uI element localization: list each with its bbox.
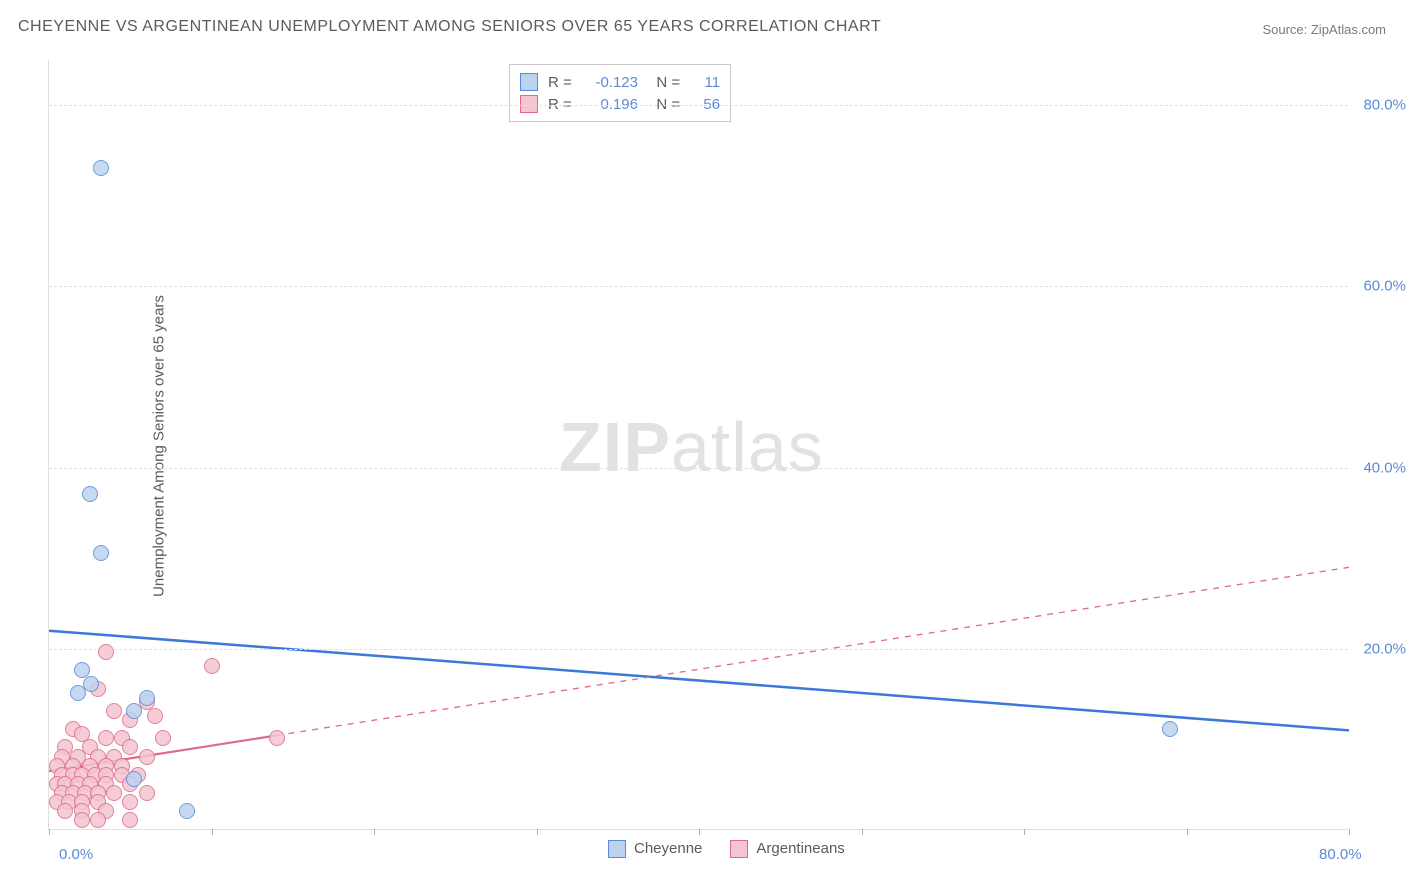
legend-swatch <box>520 95 538 113</box>
legend-n-label: N = <box>648 74 680 91</box>
data-point-argentineans <box>106 703 122 719</box>
x-tick <box>1349 829 1350 835</box>
y-tick-label: 80.0% <box>1363 97 1406 114</box>
legend-swatch <box>520 73 538 91</box>
data-point-cheyenne <box>93 160 109 176</box>
y-tick-label: 20.0% <box>1363 640 1406 657</box>
scatter-plot-area: ZIPatlas R =-0.123 N =11R =0.196 N =56 2… <box>48 60 1348 830</box>
data-point-argentineans <box>90 812 106 828</box>
data-point-argentineans <box>98 730 114 746</box>
trend-lines-svg <box>49 60 1349 830</box>
series-legend: Cheyenne Argentineans <box>608 840 845 858</box>
x-tick <box>374 829 375 835</box>
chart-title: CHEYENNE VS ARGENTINEAN UNEMPLOYMENT AMO… <box>18 18 881 36</box>
legend-r-label: R = <box>548 96 576 113</box>
x-tick <box>1024 829 1025 835</box>
data-point-argentineans <box>155 730 171 746</box>
data-point-cheyenne <box>1162 721 1178 737</box>
x-tick <box>699 829 700 835</box>
legend-series-name: Cheyenne <box>634 840 702 857</box>
x-tick-label-right: 80.0% <box>1319 846 1362 863</box>
legend-n-label: N = <box>648 96 680 113</box>
legend-n-value: 56 <box>690 96 720 113</box>
legend-row: R = 0.196 N = 56 <box>520 93 720 115</box>
data-point-cheyenne <box>126 703 142 719</box>
legend-series-name: Argentineans <box>756 840 844 857</box>
data-point-argentineans <box>269 730 285 746</box>
data-point-argentineans <box>147 708 163 724</box>
data-point-cheyenne <box>82 486 98 502</box>
x-tick-label-left: 0.0% <box>59 846 93 863</box>
legend-r-label: R = <box>548 74 576 91</box>
data-point-argentineans <box>98 644 114 660</box>
data-point-argentineans <box>139 785 155 801</box>
gridline-h <box>49 105 1348 106</box>
x-tick <box>49 829 50 835</box>
data-point-argentineans <box>139 749 155 765</box>
correlation-legend: R = -0.123 N = 11 R = 0.196 N = 56 <box>509 64 731 122</box>
watermark: ZIPatlas <box>559 407 824 487</box>
data-point-argentineans <box>122 812 138 828</box>
y-tick-label: 40.0% <box>1363 459 1406 476</box>
data-point-cheyenne <box>139 690 155 706</box>
legend-r-value: 0.196 <box>586 96 638 113</box>
trend-line <box>49 631 1349 731</box>
legend-swatch <box>608 840 626 858</box>
data-point-argentineans <box>106 785 122 801</box>
data-point-cheyenne <box>93 545 109 561</box>
gridline-h <box>49 468 1348 469</box>
x-tick <box>212 829 213 835</box>
data-point-argentineans <box>74 812 90 828</box>
data-point-argentineans <box>122 794 138 810</box>
legend-item: Cheyenne <box>608 840 702 858</box>
legend-row: R = -0.123 N = 11 <box>520 71 720 93</box>
y-tick-label: 60.0% <box>1363 278 1406 295</box>
legend-swatch <box>730 840 748 858</box>
data-point-cheyenne <box>126 771 142 787</box>
legend-item: Argentineans <box>730 840 844 858</box>
data-point-argentineans <box>57 803 73 819</box>
legend-r-value: -0.123 <box>586 74 638 91</box>
x-tick <box>537 829 538 835</box>
source-attribution: Source: ZipAtlas.com <box>1262 22 1386 37</box>
data-point-cheyenne <box>70 685 86 701</box>
trend-line <box>277 567 1350 735</box>
legend-n-value: 11 <box>690 74 720 91</box>
data-point-cheyenne <box>179 803 195 819</box>
x-tick <box>1187 829 1188 835</box>
data-point-argentineans <box>122 739 138 755</box>
data-point-argentineans <box>204 658 220 674</box>
watermark-rest: atlas <box>671 408 824 486</box>
x-tick <box>862 829 863 835</box>
gridline-h <box>49 286 1348 287</box>
gridline-h <box>49 649 1348 650</box>
watermark-bold: ZIP <box>559 408 671 486</box>
